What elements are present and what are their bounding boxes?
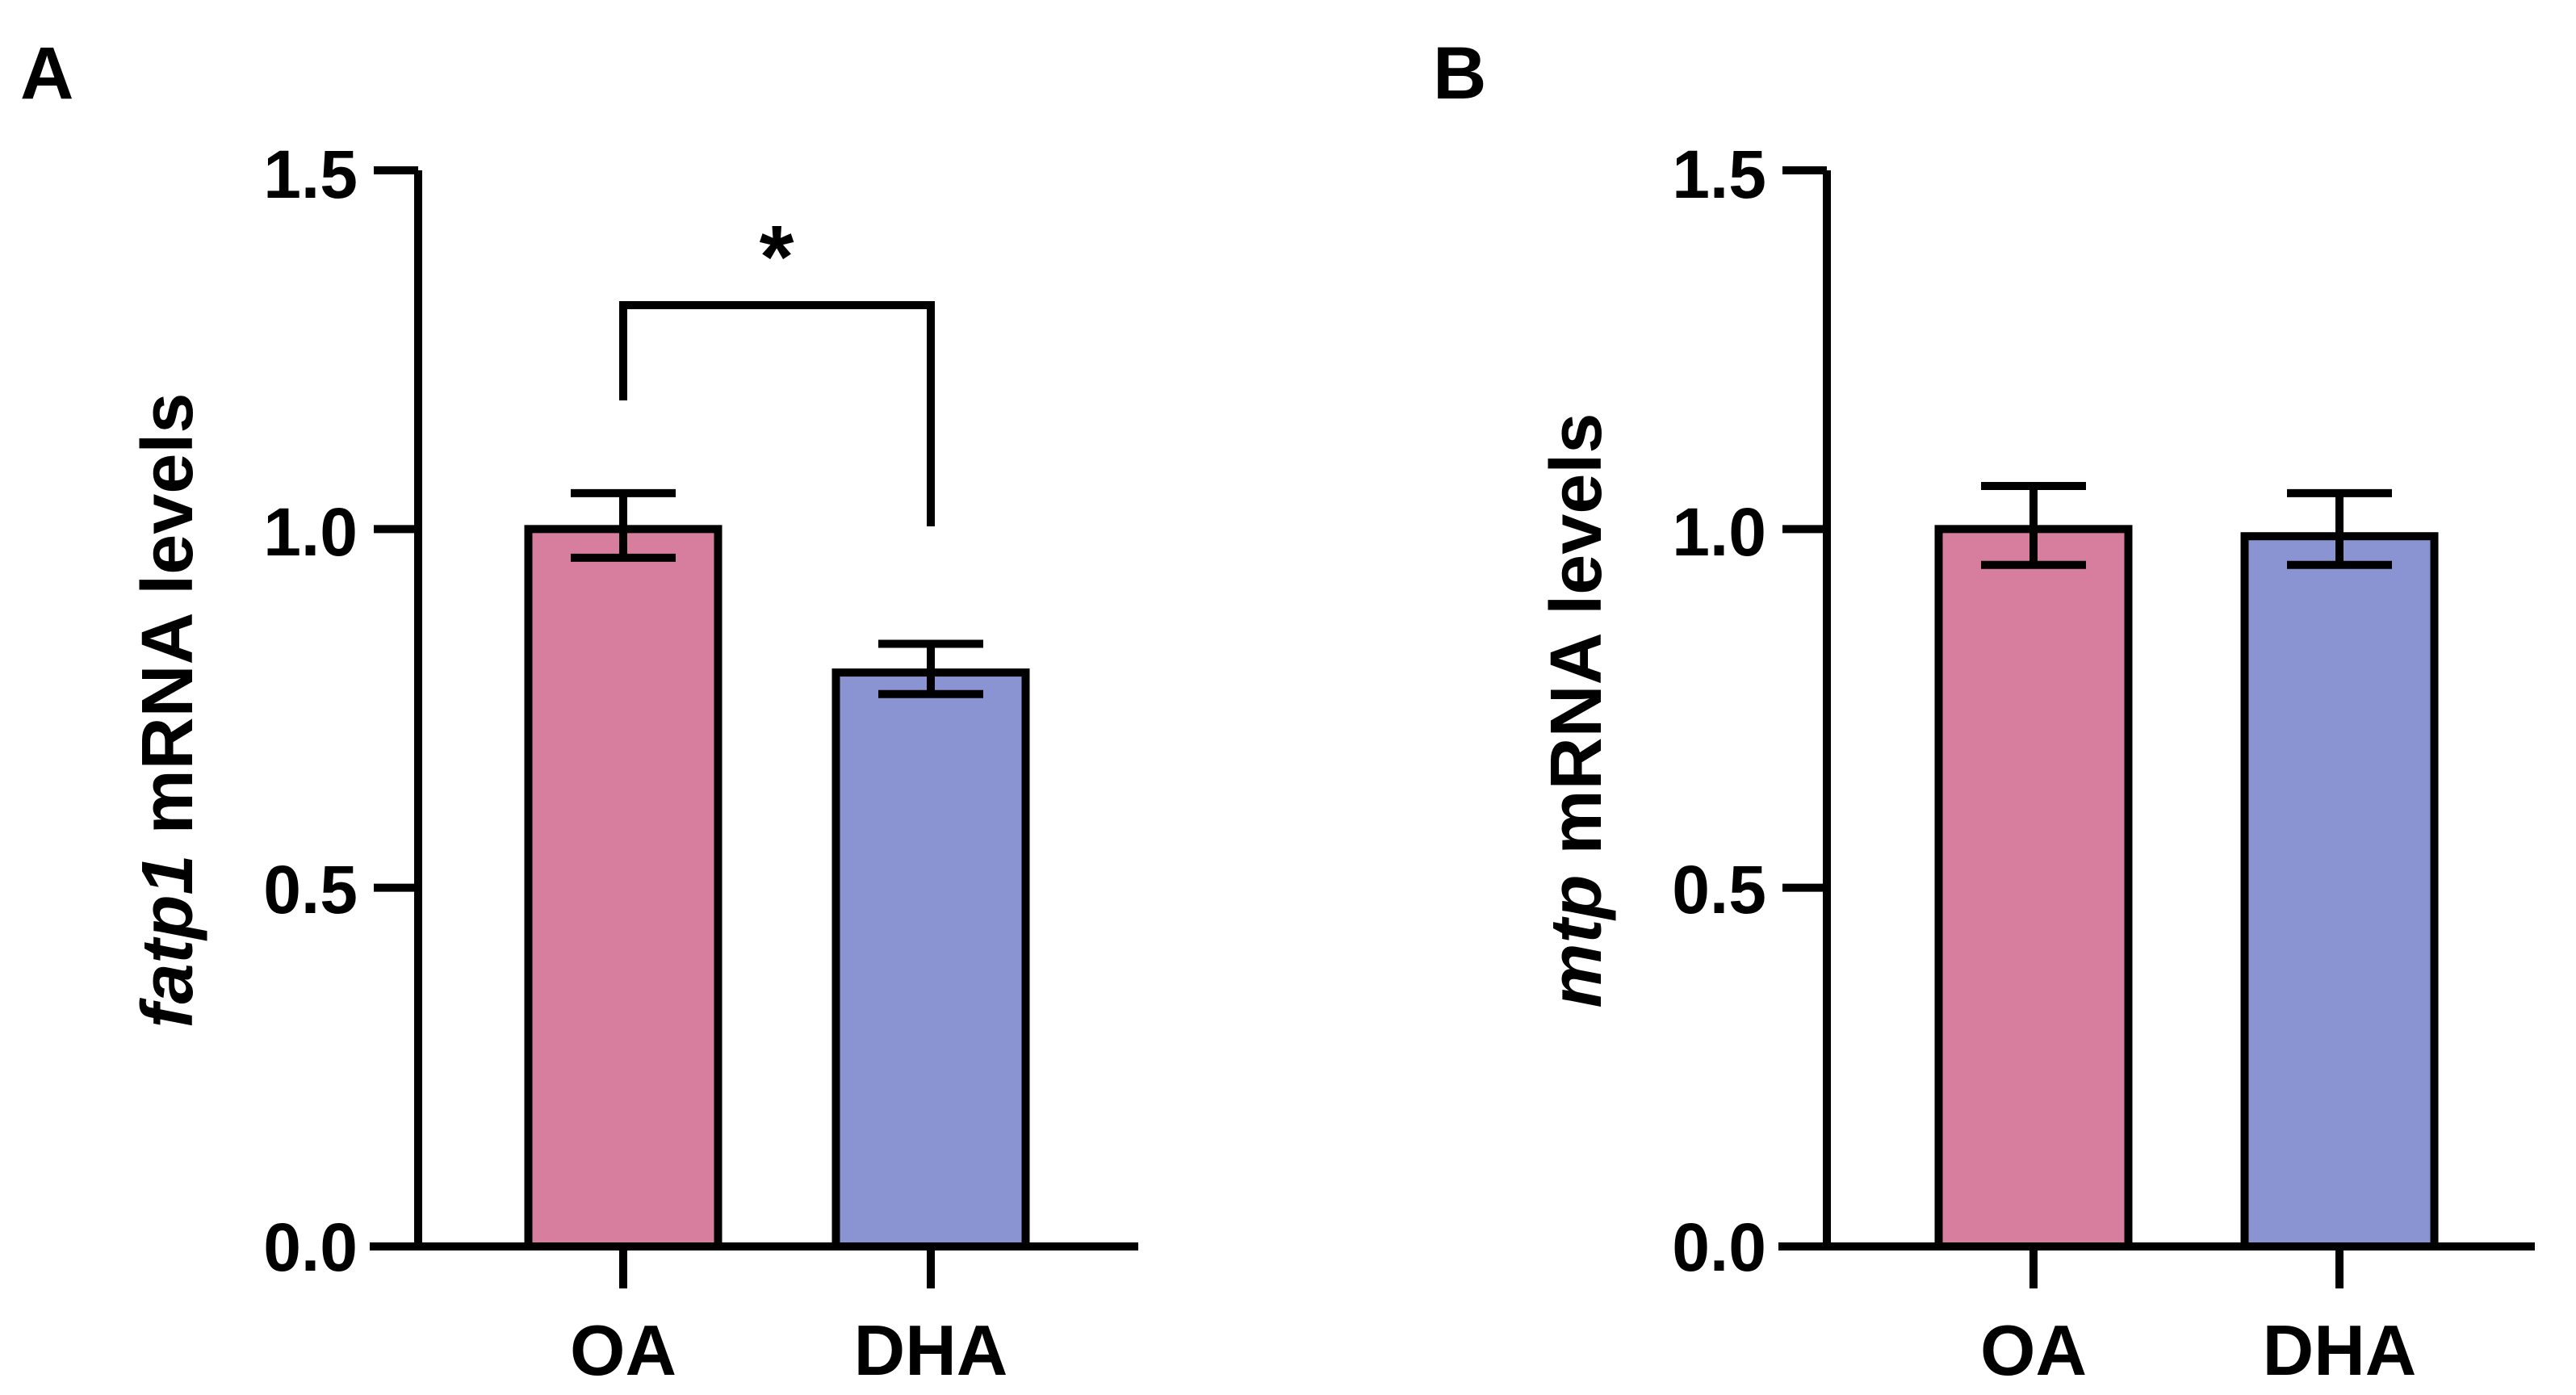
panel-a-ytick-label-2: 1.0: [263, 494, 358, 570]
panel-a-significance-star: *: [760, 207, 794, 307]
panel-a-x-axis: OA DHA: [370, 1242, 1138, 1390]
panel-b-bar-dha: [2240, 532, 2439, 1250]
panel-a-significance: *: [619, 207, 935, 526]
chart-marks: [374, 166, 2439, 1288]
panel-b-x-axis: OA DHA: [1778, 1242, 2535, 1390]
panel-b-ytick-label-2: 1.0: [1672, 494, 1766, 570]
panel-b-ytick-label-0: 0.0: [1672, 1209, 1766, 1285]
panel-a-bar-dha: [831, 668, 1030, 1250]
panel-b-y-axis-rest: mRNA levels: [1536, 413, 1617, 875]
panel-a-xtick-label-dha: DHA: [854, 1310, 1008, 1390]
panel-b-xtick-label-dha: DHA: [2263, 1310, 2417, 1390]
panel-a-significance-bracket: [619, 301, 935, 526]
panel-b-y-axis-label: mtp mRNA levels: [1536, 413, 1617, 1008]
panel-a-bar-oa: [524, 525, 723, 1250]
panel-a-y-axis-gene: fatp1: [128, 854, 208, 1028]
panel-b-label: B: [1433, 32, 1486, 115]
panel-a-label: A: [20, 32, 73, 115]
panel-b-bar-oa: [1934, 525, 2133, 1250]
panel-b-y-axis: 0.0 0.5 1.0 1.5: [1672, 136, 1831, 1285]
panel-b-y-axis-gene: mtp: [1536, 874, 1617, 1008]
panel-a-y-axis-rest: mRNA levels: [128, 393, 208, 855]
panel-a-y-axis-label: fatp1 mRNA levels: [128, 393, 208, 1028]
panel-b-ytick-label-3: 1.5: [1672, 136, 1766, 212]
panel-a-y-axis: 0.0 0.5 1.0 1.5: [263, 136, 422, 1285]
panel-b-error-bar-dha: [2287, 488, 2392, 569]
panel-b-error-bar-oa: [1981, 482, 2086, 569]
panel-b: B mtp mRNA levels 0.0 0.5 1.0 1.5 OA DHA: [1433, 32, 2535, 1390]
panel-a-error-bar-oa: [571, 488, 676, 562]
panel-a-ytick-label-0: 0.0: [263, 1209, 358, 1285]
panel-a-ytick-label-3: 1.5: [263, 136, 358, 212]
panel-a-error-bar-dha: [878, 639, 983, 698]
panel-b-xtick-label-oa: OA: [1980, 1310, 2087, 1390]
panel-a-ytick-label-1: 0.5: [263, 852, 358, 928]
panel-a-xtick-label-oa: OA: [570, 1310, 676, 1390]
panel-b-ytick-label-1: 0.5: [1672, 852, 1766, 928]
